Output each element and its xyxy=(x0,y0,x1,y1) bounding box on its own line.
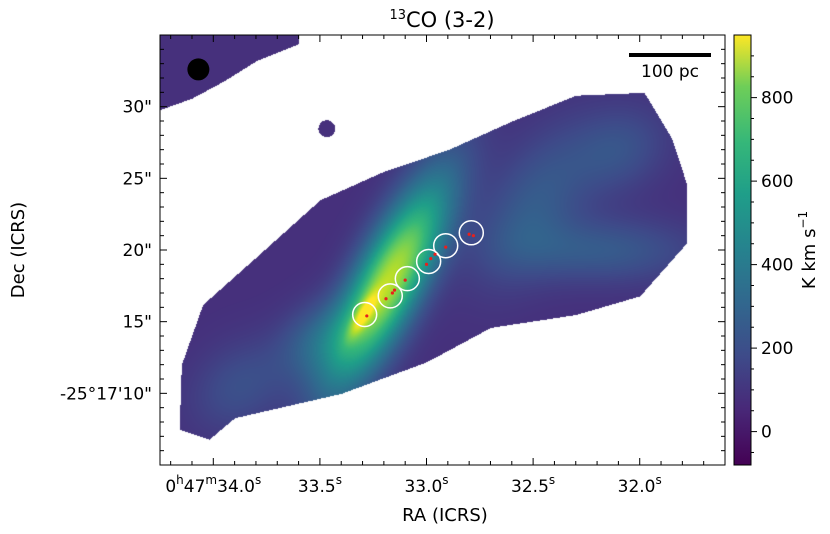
plot-area: 0h47m34.0s 33.5s 33.0s 32.5s 32.0s -25°17'10… xyxy=(60,34,726,497)
colorbar-gradient xyxy=(733,34,752,466)
x-tick-label: 0h47m34.0s xyxy=(165,473,261,497)
y-tick-label: 25" xyxy=(123,169,152,189)
y-tick-label: 15" xyxy=(123,313,152,333)
source-marker-9 xyxy=(444,245,448,249)
aperture-circle-5 xyxy=(432,232,459,259)
source-marker-10 xyxy=(467,232,471,236)
source-marker-2 xyxy=(384,297,388,301)
y-axis-label: Dec (ICRS) xyxy=(8,202,29,298)
colorbar-tick-label: 800 xyxy=(761,89,793,109)
y-tick-label: 20" xyxy=(123,241,152,261)
colorbar-label-exponent: −1 xyxy=(796,211,810,229)
title-text: CO (3-2) xyxy=(406,8,495,32)
x-axis-label: RA (ICRS) xyxy=(402,505,488,526)
y-tick-label: -25°17'10" xyxy=(60,384,152,404)
y-axis-ticks: -25°17'10" 15" 20" 25" 30" xyxy=(60,98,725,404)
source-marker-6 xyxy=(424,262,429,266)
colorbar-ticks: 0 200 400 600 800 xyxy=(751,55,793,453)
source-marker-8 xyxy=(433,252,437,256)
source-marker-5 xyxy=(403,278,407,282)
colorbar: 0 200 400 600 800 K km s−1 xyxy=(733,34,820,466)
colorbar-label: K km s−1 xyxy=(796,211,820,289)
source-marker-1 xyxy=(365,314,369,318)
title-superscript: 13 xyxy=(389,8,406,23)
source-marker-4 xyxy=(392,288,397,292)
source-marker-3 xyxy=(390,291,394,295)
aperture-circle-1 xyxy=(351,301,378,328)
colorbar-tick-label: 200 xyxy=(761,339,793,359)
x-tick-label: 32.0s xyxy=(618,473,662,497)
x-tick-label: 33.5s xyxy=(298,473,342,497)
minor-ticks xyxy=(160,35,725,465)
source-marker-7 xyxy=(429,257,433,261)
colorbar-label-text: K km s xyxy=(799,229,820,290)
colorbar-tick-label: 600 xyxy=(761,172,793,192)
beam-ellipse xyxy=(187,58,210,81)
scale-bar: 100 pc xyxy=(629,53,711,82)
aperture-circle-3 xyxy=(394,265,421,292)
aperture-circle-2 xyxy=(377,283,404,309)
colorbar-tick-label: 400 xyxy=(761,256,793,276)
x-tick-label: 32.5s xyxy=(511,473,555,497)
aperture-layer xyxy=(351,220,485,328)
scale-bar-label: 100 pc xyxy=(641,62,699,82)
aperture-circle-4 xyxy=(415,248,442,275)
x-tick-label: 33.0s xyxy=(404,473,448,497)
x-axis-ticks: 0h47m34.0s 33.5s 33.0s 32.5s 32.0s xyxy=(165,35,662,497)
emission-map xyxy=(160,35,725,465)
aperture-circle-6 xyxy=(458,220,485,246)
source-layer xyxy=(365,232,476,318)
colorbar-tick-label: 0 xyxy=(761,423,772,443)
y-tick-label: 30" xyxy=(123,98,152,118)
chart-title: 13CO (3-2) xyxy=(389,8,494,32)
source-marker-11 xyxy=(471,234,476,238)
